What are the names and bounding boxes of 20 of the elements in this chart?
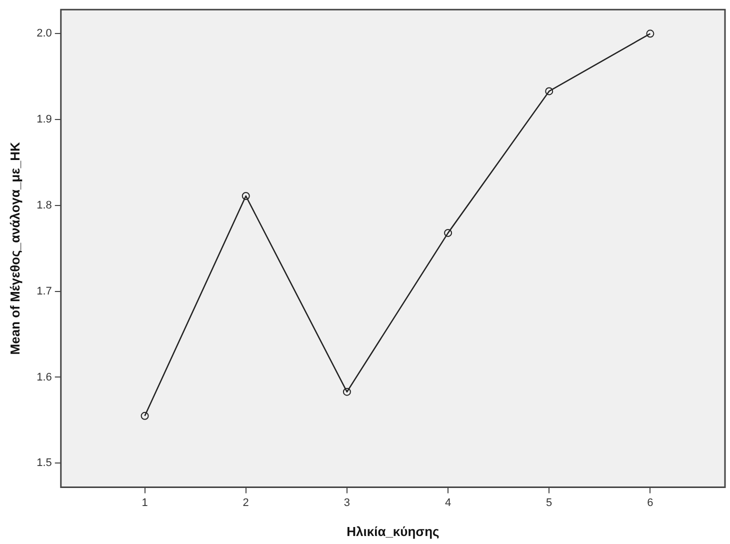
x-tick-label: 2 [242, 496, 249, 509]
point [646, 30, 654, 38]
y-tick-label: 1.9 [36, 114, 52, 126]
x-tick-label: 4 [444, 496, 452, 509]
y-axis-title: Mean of Μέγεθος_ανάλογα_με_ΗΚ [7, 142, 22, 355]
y-tick-label: 1.7 [36, 285, 52, 298]
x-axis-title: Ηλικία_κύησης [346, 524, 440, 539]
x-tick-label: 1 [142, 496, 148, 509]
x-tick-label: 5 [546, 496, 552, 509]
y-tick-label: 1.5 [36, 457, 52, 470]
point [545, 87, 554, 96]
y-tick-label: 1.8 [36, 199, 52, 212]
x-tick-label: 6 [647, 496, 654, 509]
point [342, 388, 351, 396]
y-tick-label: 1.6 [36, 371, 52, 384]
y-tick-label: 2.0 [36, 28, 52, 40]
point [242, 192, 250, 200]
x-tick-label: 3 [344, 496, 350, 509]
point [140, 412, 149, 420]
point [444, 228, 452, 237]
